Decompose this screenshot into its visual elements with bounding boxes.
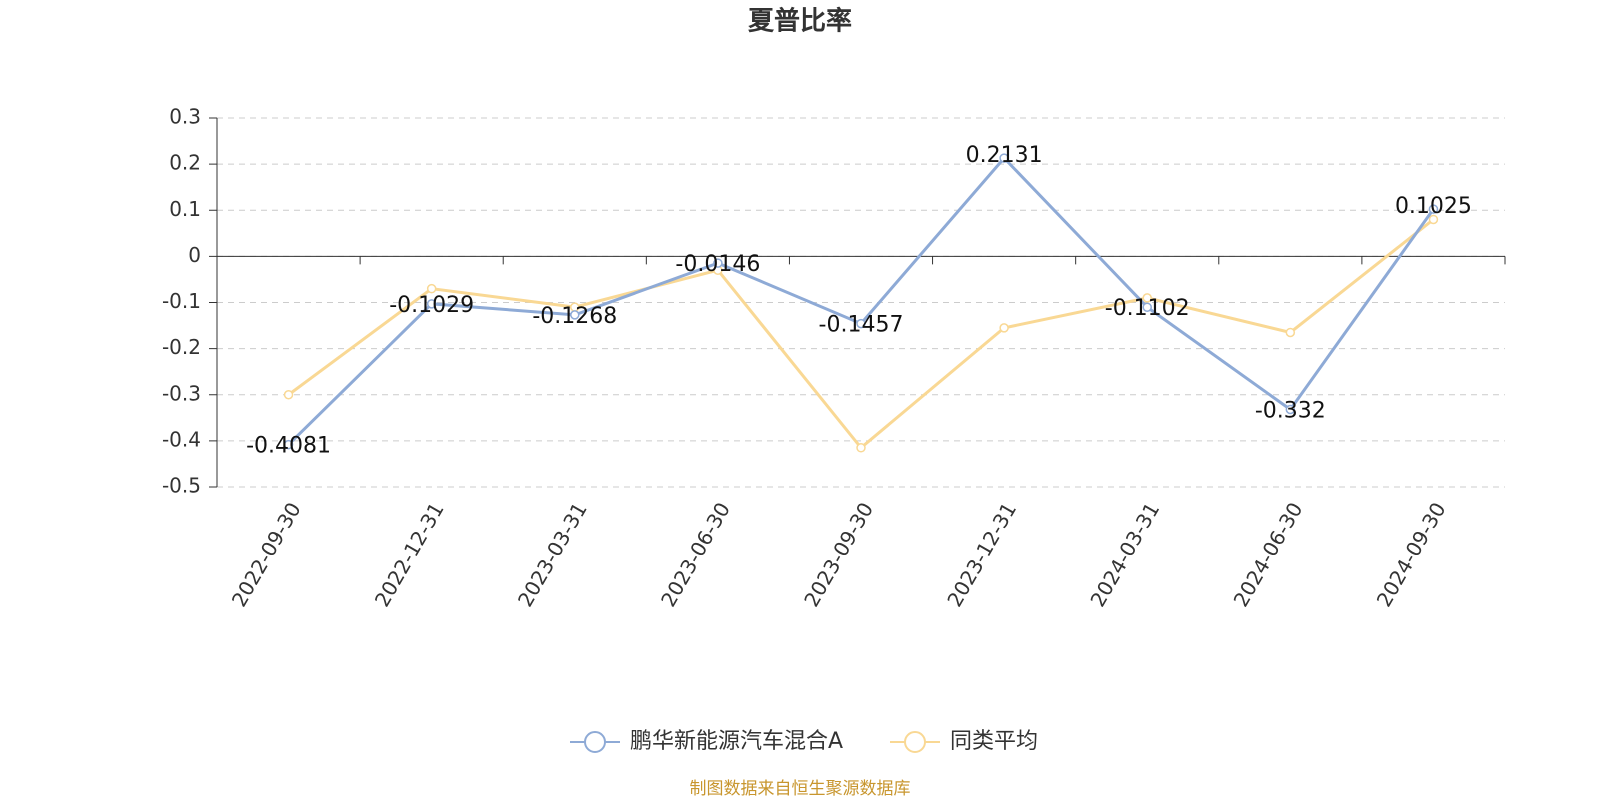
data-point (713, 258, 723, 268)
chart-title: 夏普比率 (748, 6, 852, 37)
data-point (1142, 302, 1152, 312)
data-label: -0.0146 (675, 252, 760, 277)
data-label: -0.332 (1255, 399, 1326, 424)
data-point (283, 439, 294, 450)
y-tick-label: -0.5 (162, 474, 201, 498)
source-note: 制图数据来自恒生聚源数据库 (690, 779, 911, 799)
data-point (1285, 327, 1296, 338)
x-tick-label: 2022-09-30 (227, 498, 306, 611)
x-tick-label: 2024-06-30 (1229, 498, 1308, 611)
data-point (856, 318, 866, 329)
y-tick-label: -0.2 (162, 335, 201, 359)
data-point (856, 443, 866, 453)
x-tick-label: 2023-12-31 (942, 498, 1021, 611)
data-point (426, 283, 437, 294)
data-point (426, 299, 437, 309)
x-tick-label: 2023-06-30 (656, 498, 735, 611)
data-label: 0.2131 (966, 143, 1043, 168)
data-point (570, 310, 580, 320)
data-point (999, 153, 1009, 163)
x-tick-label: 2024-03-31 (1085, 498, 1164, 611)
y-tick-label: -0.4 (162, 427, 201, 451)
data-point (283, 390, 294, 400)
data-point (1428, 204, 1439, 214)
y-tick-label: -0.1 (162, 289, 201, 313)
data-point (999, 323, 1009, 333)
data-point (1428, 214, 1439, 225)
legend-label: 鹏华新能源汽车混合A (630, 729, 843, 754)
x-tick-label: 2023-03-31 (513, 498, 592, 611)
y-tick-label: 0.3 (169, 105, 201, 129)
data-label: -0.1268 (532, 304, 617, 329)
legend-label: 同类平均 (950, 729, 1038, 754)
legend-marker (584, 731, 606, 753)
data-point (1142, 293, 1152, 303)
y-tick-label: -0.3 (162, 381, 201, 405)
data-label: -0.1102 (1105, 296, 1190, 321)
data-label: -0.4081 (246, 434, 331, 459)
data-label: -0.1029 (389, 293, 474, 318)
x-tick-label: 2023-09-30 (799, 498, 878, 611)
y-tick-label: 0 (188, 243, 201, 267)
x-tick-label: 2022-12-31 (370, 498, 449, 611)
data-point (1285, 404, 1296, 415)
x-tick-label: 2024-09-30 (1372, 498, 1451, 611)
data-label: 0.1025 (1395, 194, 1472, 219)
y-tick-label: 0.1 (169, 197, 201, 221)
y-tick-label: 0.2 (169, 151, 201, 175)
legend-marker (904, 731, 926, 753)
data-label: -0.1457 (819, 313, 904, 338)
